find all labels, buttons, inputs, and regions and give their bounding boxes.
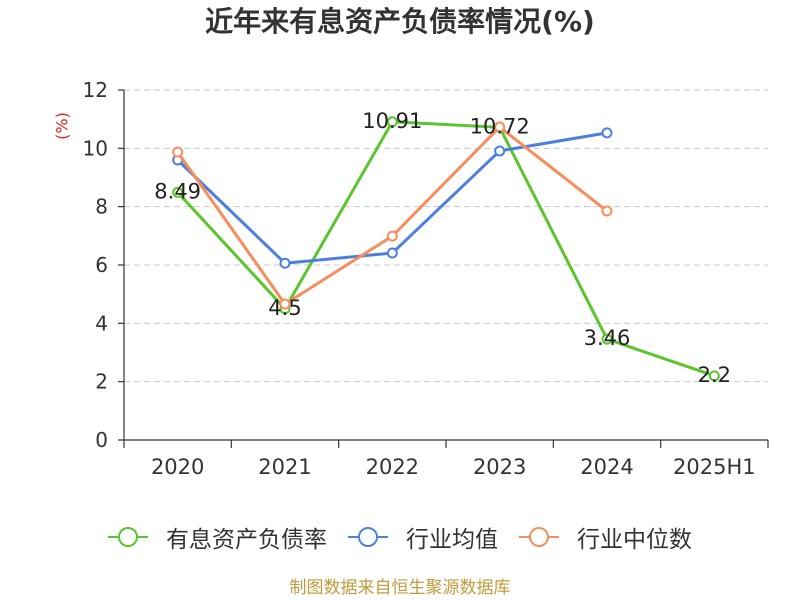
grid-lines xyxy=(124,89,768,383)
series-1-group xyxy=(172,127,613,269)
series-1-point-2024 xyxy=(601,127,613,139)
legend-item-debt-ratio: 有息资产负债率 xyxy=(108,520,327,554)
y-axis-title: (%) xyxy=(53,112,72,140)
series xyxy=(172,116,720,382)
series-0-point-2020 xyxy=(172,186,184,198)
chart-title: 近年来有息资产负债率情况(%) xyxy=(205,5,595,38)
series-1-point-2023 xyxy=(494,145,506,157)
source-note: 制图数据来自恒生聚源数据库 xyxy=(289,578,511,598)
legend-label: 行业均值 xyxy=(406,527,498,553)
series-0-point-2025H1 xyxy=(708,370,720,382)
legend-symbol xyxy=(519,527,559,547)
data-label-2023: 10.72 xyxy=(470,114,530,138)
data-label-2024: 3.46 xyxy=(584,326,631,350)
legend-symbol-marker xyxy=(118,527,138,547)
series-2-point-2024 xyxy=(601,205,613,217)
y-tick-label-6: 6 xyxy=(95,253,108,277)
legend-symbol-marker xyxy=(529,527,549,547)
legend-symbol xyxy=(108,527,148,547)
y-tick-label-4: 4 xyxy=(95,311,108,335)
data-labels: 8.49 4.5 10.91 10.72 3.46 2.2 xyxy=(154,109,731,387)
y-tick-label-8: 8 xyxy=(95,195,108,219)
series-2-group xyxy=(172,121,613,310)
series-0-point-2022 xyxy=(386,116,398,128)
legend-item-industry-mean: 行业均值 xyxy=(348,520,498,554)
legend-label: 行业中位数 xyxy=(577,527,692,553)
series-2-point-2023 xyxy=(494,121,506,133)
series-2-point-2021 xyxy=(279,298,291,310)
x-tick-label-2025H1: 2025H1 xyxy=(673,455,756,479)
data-label-2022: 10.91 xyxy=(362,109,422,133)
x-axis: 2020 2021 2022 2023 2024 2025H1 xyxy=(123,439,769,479)
y-tick-label-2: 2 xyxy=(95,370,108,394)
legend-label: 有息资产负债率 xyxy=(166,527,327,553)
series-0-group xyxy=(172,116,720,382)
series-0-line xyxy=(176,120,716,378)
series-1-point-2022 xyxy=(386,247,398,259)
data-label-2021: 4.5 xyxy=(268,296,301,320)
series-2-point-2022 xyxy=(386,230,398,242)
series-1-point-2021 xyxy=(279,257,291,269)
y-tick-label-10: 10 xyxy=(83,136,108,160)
legend: 有息资产负债率 行业均值 行业中位数 xyxy=(0,519,800,555)
series-2-line xyxy=(176,125,609,306)
data-label-2020: 8.49 xyxy=(154,179,201,203)
data-label-2025H1: 2.2 xyxy=(698,363,731,387)
series-2-point-2020 xyxy=(172,146,184,158)
x-tick-label-2022: 2022 xyxy=(366,455,419,479)
x-tick-label-2020: 2020 xyxy=(151,455,204,479)
x-tick-label-2021: 2021 xyxy=(258,455,311,479)
legend-symbol xyxy=(348,527,388,547)
legend-symbol-marker xyxy=(358,527,378,547)
legend-item-industry-median: 行业中位数 xyxy=(519,520,692,554)
x-tick-label-2024: 2024 xyxy=(580,455,633,479)
x-tick-label-2023: 2023 xyxy=(473,455,526,479)
y-tick-label-12: 12 xyxy=(83,78,108,102)
y-tick-label-0: 0 xyxy=(95,428,108,452)
y-axis: 0 2 4 6 8 10 12 (%) xyxy=(53,78,125,452)
series-0-point-2024 xyxy=(601,333,613,345)
